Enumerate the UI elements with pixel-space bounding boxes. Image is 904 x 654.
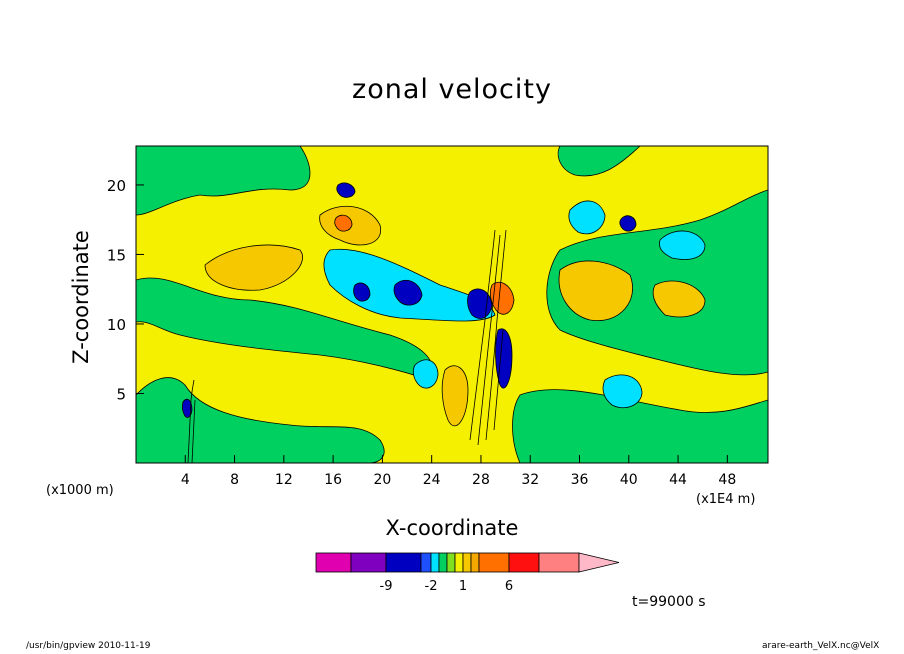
colorbar-box — [385, 552, 422, 573]
contour-field — [136, 146, 768, 463]
x-unit-label: (x1E4 m) — [696, 492, 756, 507]
x-tick-label: 24 — [423, 472, 441, 488]
colorbar-tick-label: 6 — [505, 579, 513, 594]
x-tick-label: 48 — [718, 472, 736, 488]
red-region-core — [489, 281, 515, 315]
orange-region-right — [558, 260, 633, 322]
x-tick-label: 20 — [373, 472, 391, 488]
blue-region-left-column — [181, 398, 193, 418]
blue-region-right — [619, 215, 637, 232]
footer-right-text: arare-earth_VelX.nc@VelX — [762, 641, 880, 651]
y-axis-ticks: 5 10 15 20 — [107, 177, 144, 403]
colorbar-box — [470, 552, 480, 573]
cyan-region-lower-right — [602, 374, 643, 409]
y-tick-label: 20 — [107, 177, 126, 195]
colorbar-box — [350, 552, 387, 573]
y-tick-label: 5 — [116, 385, 126, 403]
cyan-region-lower-center — [412, 359, 439, 389]
colorbar-box — [454, 552, 464, 573]
blue-region-center — [393, 279, 423, 306]
x-tick-label: 8 — [230, 472, 239, 488]
orange-region-lower-mid — [441, 365, 469, 427]
contour-lines-core — [469, 229, 507, 446]
colorbar-box — [438, 552, 448, 573]
x-axis-ticks: 4 8 12 16 20 24 28 32 36 40 44 48 — [181, 455, 736, 488]
colorbar-tick-label: -2 — [425, 579, 438, 594]
orange-region-far-right — [652, 280, 706, 318]
colorbar-box — [508, 552, 540, 573]
colorbar-boxes — [315, 552, 620, 573]
colorbar-box — [462, 552, 472, 573]
colorbar-box — [420, 552, 432, 573]
colorbar-box — [446, 552, 456, 573]
colorbar-tick-label: -9 — [380, 579, 393, 594]
green-region-bottom-left — [136, 377, 385, 463]
colorbar-labels: -9 -2 1 6 — [380, 579, 514, 594]
cyan-region-right — [659, 230, 706, 260]
x-tick-label: 32 — [521, 472, 539, 488]
colorbar-box — [430, 552, 440, 573]
x-tick-label: 12 — [275, 472, 293, 488]
colorbar-tick-label: 1 — [459, 579, 467, 594]
x-tick-label: 40 — [620, 472, 638, 488]
cyan-region-upper-right — [568, 200, 606, 235]
x-tick-label: 44 — [669, 472, 687, 488]
time-label: t=99000 s — [632, 594, 706, 610]
x-tick-label: 28 — [472, 472, 490, 488]
plot-frame — [135, 145, 769, 464]
red-region-upper-left — [334, 214, 353, 232]
green-region-right-large — [546, 189, 768, 376]
blue-region-upper — [336, 182, 356, 198]
green-region-upper-left — [136, 146, 311, 216]
colorbar-box — [478, 552, 510, 573]
x-axis-label: X-coordinate — [385, 516, 519, 540]
blue-region-vertical — [495, 328, 513, 389]
green-region-upper-right — [557, 146, 641, 177]
y-tick-label: 10 — [107, 316, 126, 334]
contour-lines-left-column — [187, 379, 196, 463]
x-tick-label: 36 — [571, 472, 589, 488]
z-unit-label: (x1000 m) — [46, 483, 114, 498]
footer-left-text: /usr/bin/gpview 2010-11-19 — [26, 641, 151, 651]
green-region-lower-right — [512, 389, 768, 463]
x-tick-label: 4 — [181, 472, 190, 488]
y-tick-label: 15 — [107, 246, 126, 264]
orange-region-left — [204, 244, 303, 291]
colorbar-box — [538, 552, 580, 573]
x-tick-label: 16 — [324, 472, 342, 488]
colorbar-box — [315, 552, 352, 573]
chart-title: zonal velocity — [352, 74, 552, 105]
blue-region-center-2 — [353, 282, 371, 302]
colorbar-arrow — [578, 552, 620, 573]
